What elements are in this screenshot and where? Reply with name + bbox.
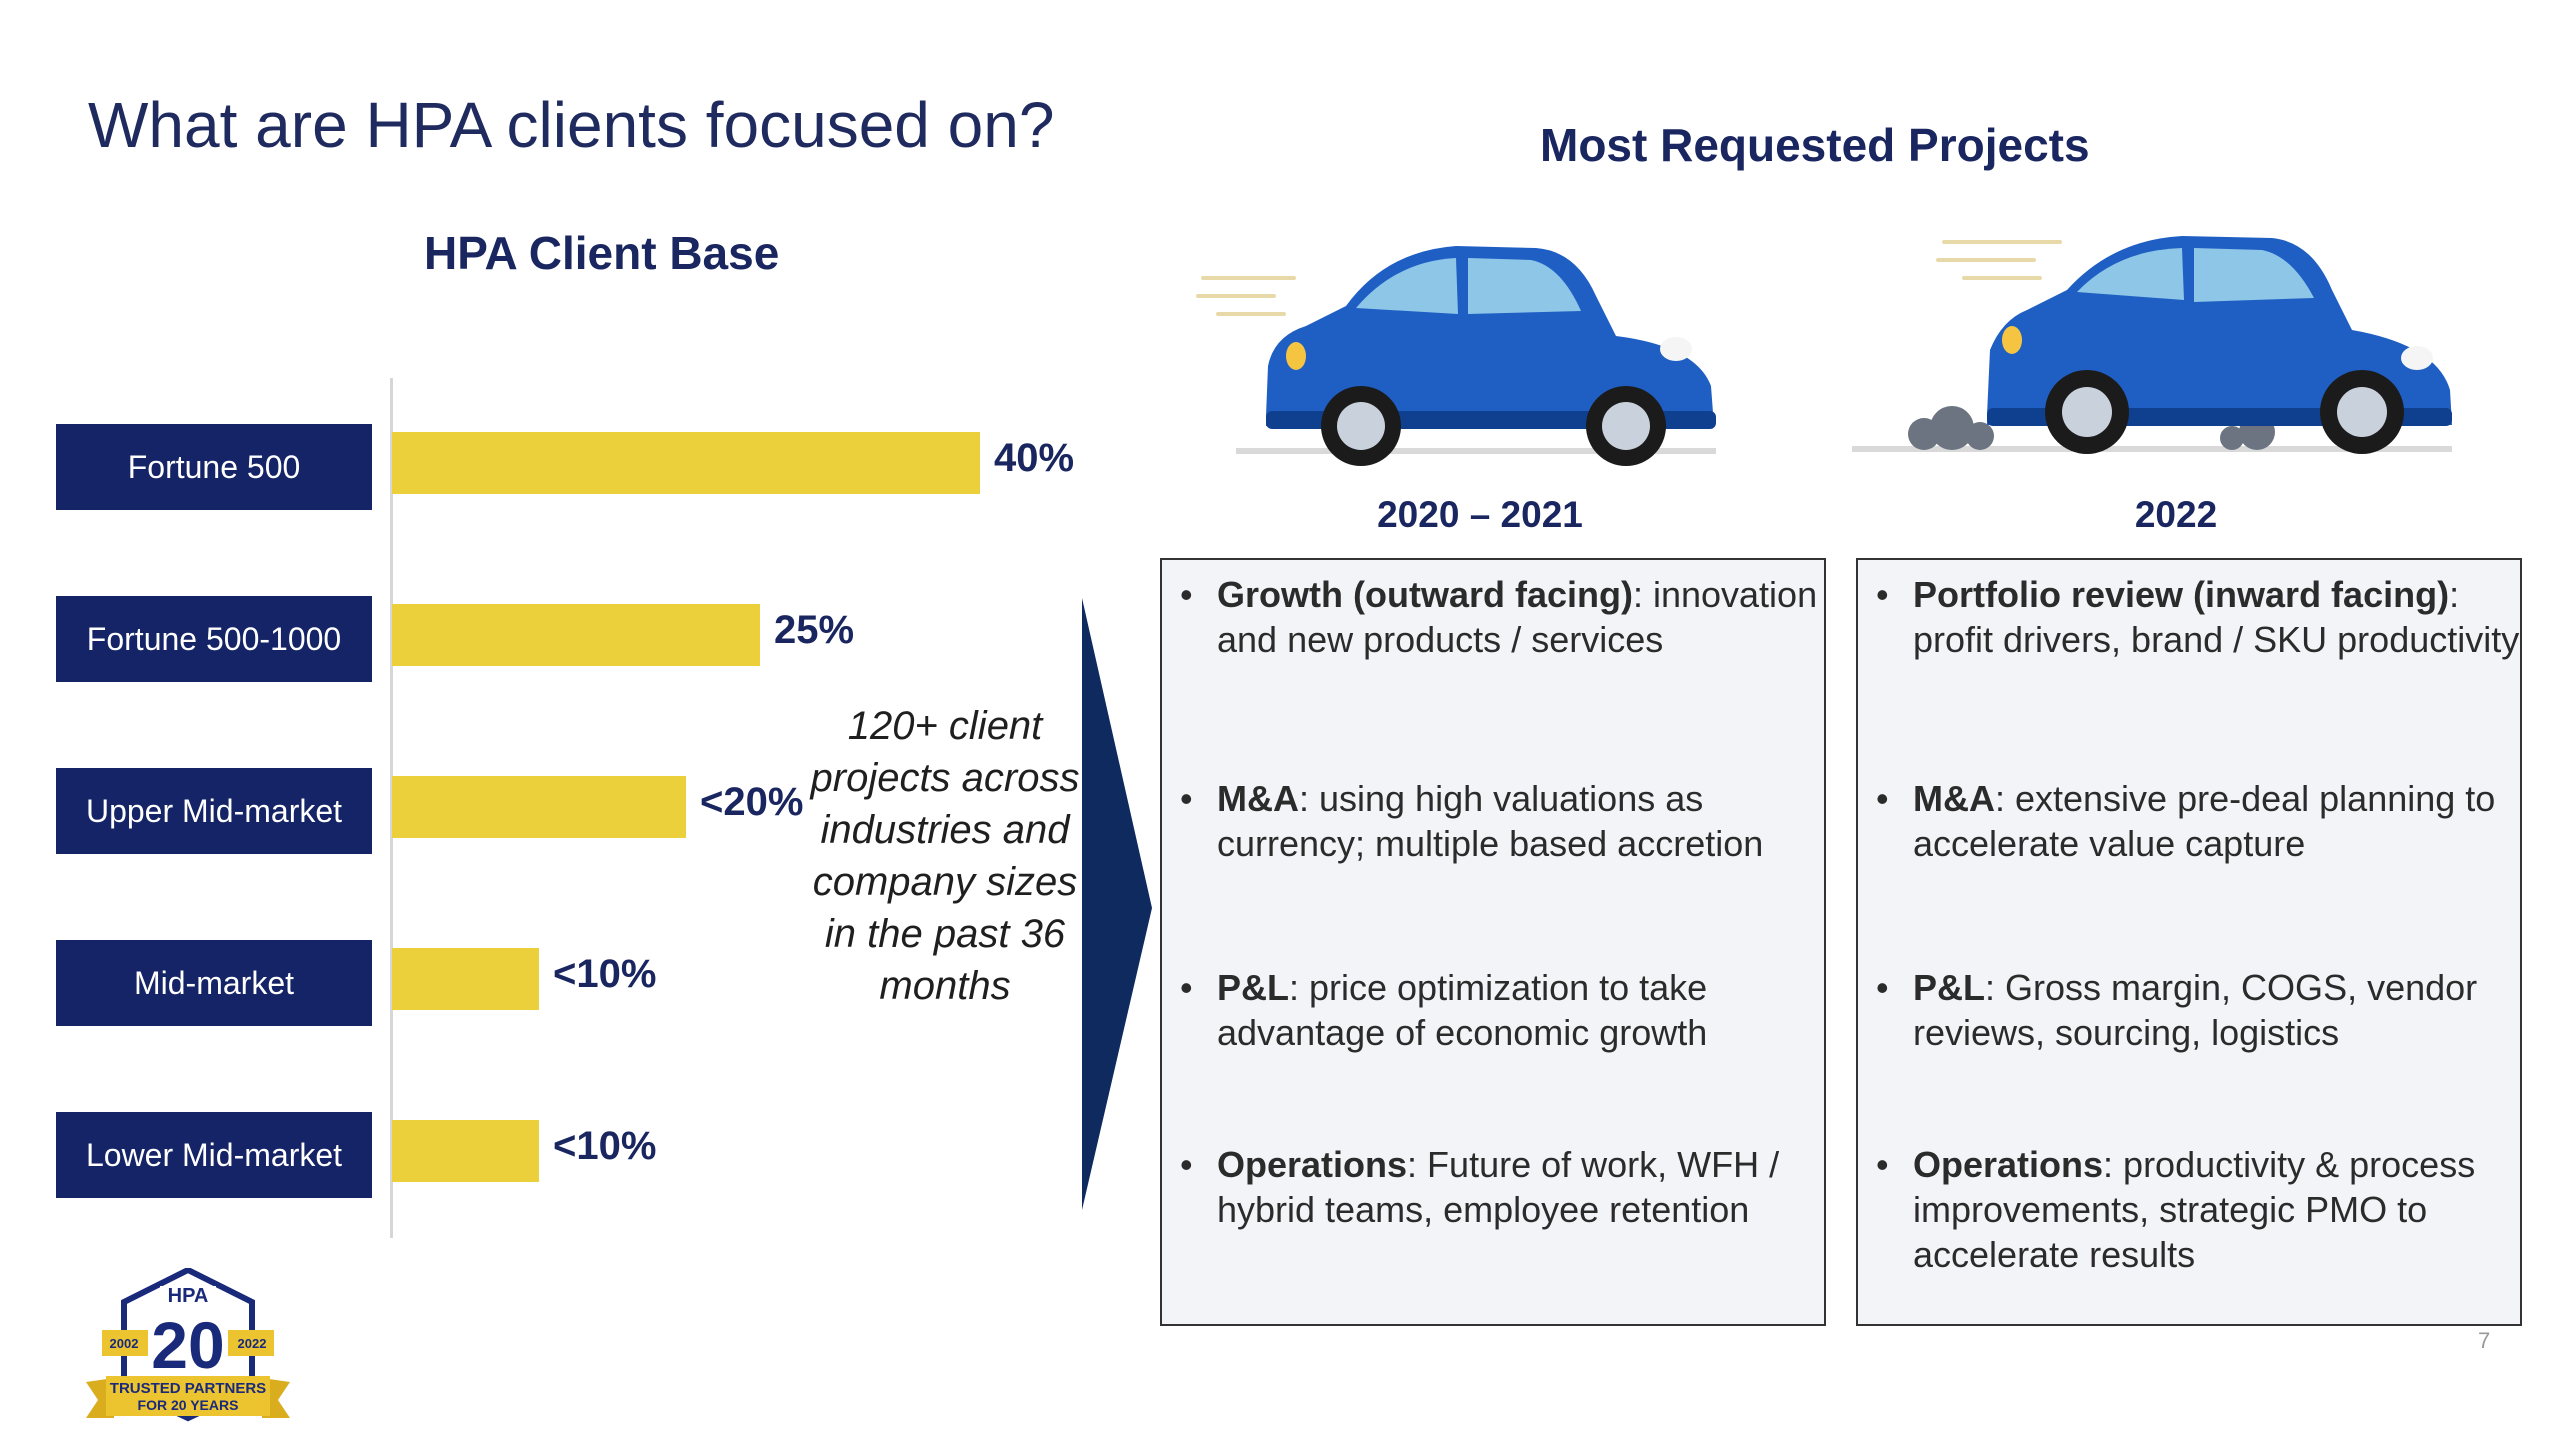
project-bullet-text: : innovation and new products / services (1217, 574, 1818, 660)
svg-text:HPA: HPA (168, 1285, 209, 1307)
car-accelerating-icon (1852, 236, 2452, 454)
client-share-bar (392, 948, 539, 1010)
bullet-dot: • (1180, 1144, 1193, 1185)
svg-text:TRUSTED PARTNERS: TRUSTED PARTNERS (110, 1380, 266, 1397)
client-share-value: <20% (700, 780, 804, 824)
project-bullet-text: : profit drivers, brand / SKU productivi… (1913, 574, 2520, 660)
client-category-label: Fortune 500-1000 (56, 596, 372, 682)
project-bullet-text: : using high valuations as currency; mul… (1217, 778, 1764, 864)
period-heading-2020-2021: 2020 – 2021 (1377, 494, 1583, 535)
client-share-bar (392, 776, 686, 838)
bullet-dot: • (1180, 778, 1193, 819)
bullet-dot: • (1876, 967, 1889, 1008)
project-bullet-title: M&A (1217, 778, 1299, 819)
project-bullet-title: Portfolio review (inward facing) (1913, 574, 2450, 615)
client-base-heading: HPA Client Base (424, 227, 780, 279)
project-bullet: • Growth (outward facing): innovation and… (1162, 572, 1824, 662)
client-share-value: 40% (994, 436, 1075, 480)
project-bullet-title: M&A (1913, 778, 1995, 819)
chevron-arrow-icon (1082, 598, 1152, 1210)
project-bullet: • Portfolio review (inward facing): profi… (1858, 572, 2520, 662)
bullet-dot: • (1876, 1144, 1889, 1185)
project-bullet-text: : Future of work, WFH / hybrid teams, em… (1217, 1144, 1780, 1230)
svg-text:FOR 20 YEARS: FOR 20 YEARS (138, 1397, 239, 1413)
svg-text:2002: 2002 (110, 1336, 139, 1351)
bullet-dot: • (1876, 574, 1889, 615)
project-bullet-title: Growth (outward facing) (1217, 574, 1633, 615)
project-bullet: • P&L: price optimization to take advanta… (1162, 965, 1824, 1055)
client-category-label: Upper Mid-market (56, 768, 372, 854)
project-bullet-text: : price optimization to take advantage o… (1217, 967, 1708, 1053)
page-title: What are HPA clients focused on? (88, 89, 1055, 161)
bullet-dot: • (1180, 574, 1193, 615)
svg-text:2022: 2022 (238, 1336, 267, 1351)
chart-axis-line (390, 378, 393, 1238)
project-bullet-text: : Gross margin, COGS, vendor reviews, so… (1913, 967, 2478, 1053)
client-category-label: Lower Mid-market (56, 1112, 372, 1198)
project-bullet-title: Operations (1913, 1144, 2104, 1185)
client-share-value: <10% (553, 1124, 657, 1168)
car-driving-icon (1196, 246, 1716, 466)
client-share-bar (392, 432, 980, 494)
page-number: 7 (2478, 1328, 2491, 1353)
project-bullet: • M&A: using high valuations as currency;… (1162, 776, 1824, 866)
projects-panel-2022: • Portfolio review (inward facing): profi… (1856, 558, 2522, 1326)
bullet-dot: • (1180, 967, 1193, 1008)
projects-panel-2020-2021: • Growth (outward facing): innovation and… (1160, 558, 1826, 1326)
bullet-dot: • (1876, 778, 1889, 819)
client-share-bar (392, 604, 760, 666)
client-share-value: 25% (774, 608, 855, 652)
project-bullet: • Operations: productivity & process impr… (1858, 1142, 2520, 1277)
project-bullet: • P&L: Gross margin, COGS, vendor reviews… (1858, 965, 2520, 1055)
project-bullet-text: : productivity & process improvements, s… (1913, 1144, 2476, 1275)
client-category-label: Fortune 500 (56, 424, 372, 510)
project-bullet-title: Operations (1217, 1144, 1408, 1185)
client-share-bar (392, 1120, 539, 1182)
svg-text:20: 20 (151, 1308, 224, 1382)
projects-callout: 120+ client projects across industries a… (810, 704, 1080, 1008)
hpa-20-years-logo: HPA 2002 2022 20 TRUSTED PARTNERS FOR 20… (86, 1268, 290, 1422)
client-category-label: Mid-market (56, 940, 372, 1026)
client-share-value: <10% (553, 952, 657, 996)
projects-heading: Most Requested Projects (1540, 119, 2090, 171)
project-bullet-text: : extensive pre-deal planning to acceler… (1913, 778, 2496, 864)
project-bullet: • Operations: Future of work, WFH / hybri… (1162, 1142, 1824, 1232)
project-bullet-title: P&L (1217, 967, 1289, 1008)
period-heading-2022: 2022 (2134, 494, 2218, 535)
project-bullet-title: P&L (1913, 967, 1985, 1008)
project-bullet: • M&A: extensive pre-deal planning to acc… (1858, 776, 2520, 866)
